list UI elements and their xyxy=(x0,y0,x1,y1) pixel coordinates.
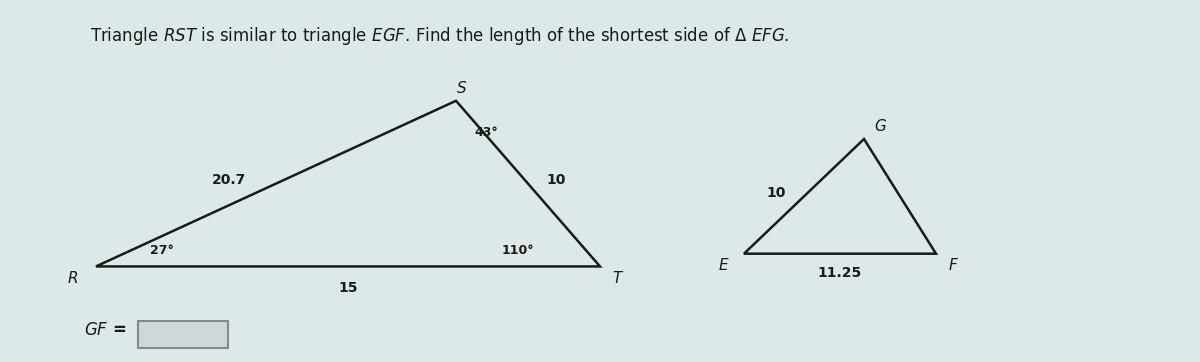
Text: $G$: $G$ xyxy=(874,118,887,134)
Text: $S$: $S$ xyxy=(456,80,468,96)
Text: $F$: $F$ xyxy=(948,257,959,273)
Text: Triangle $\mathit{RST}$ is similar to triangle $\mathit{EGF}$. Find the length o: Triangle $\mathit{RST}$ is similar to tr… xyxy=(90,25,790,47)
Text: 10: 10 xyxy=(546,173,565,188)
Text: 27°: 27° xyxy=(150,244,174,257)
Text: $T$: $T$ xyxy=(612,270,624,286)
Text: 11.25: 11.25 xyxy=(818,266,862,281)
Text: 10: 10 xyxy=(767,186,786,200)
Text: 110°: 110° xyxy=(502,244,534,257)
Text: $R$: $R$ xyxy=(67,270,78,286)
Text: 43°: 43° xyxy=(474,126,498,139)
Text: 20.7: 20.7 xyxy=(211,173,246,188)
Text: $E$: $E$ xyxy=(718,257,730,273)
Text: 15: 15 xyxy=(338,281,358,295)
Text: $GF$ =: $GF$ = xyxy=(84,321,126,339)
Bar xyxy=(138,321,228,348)
